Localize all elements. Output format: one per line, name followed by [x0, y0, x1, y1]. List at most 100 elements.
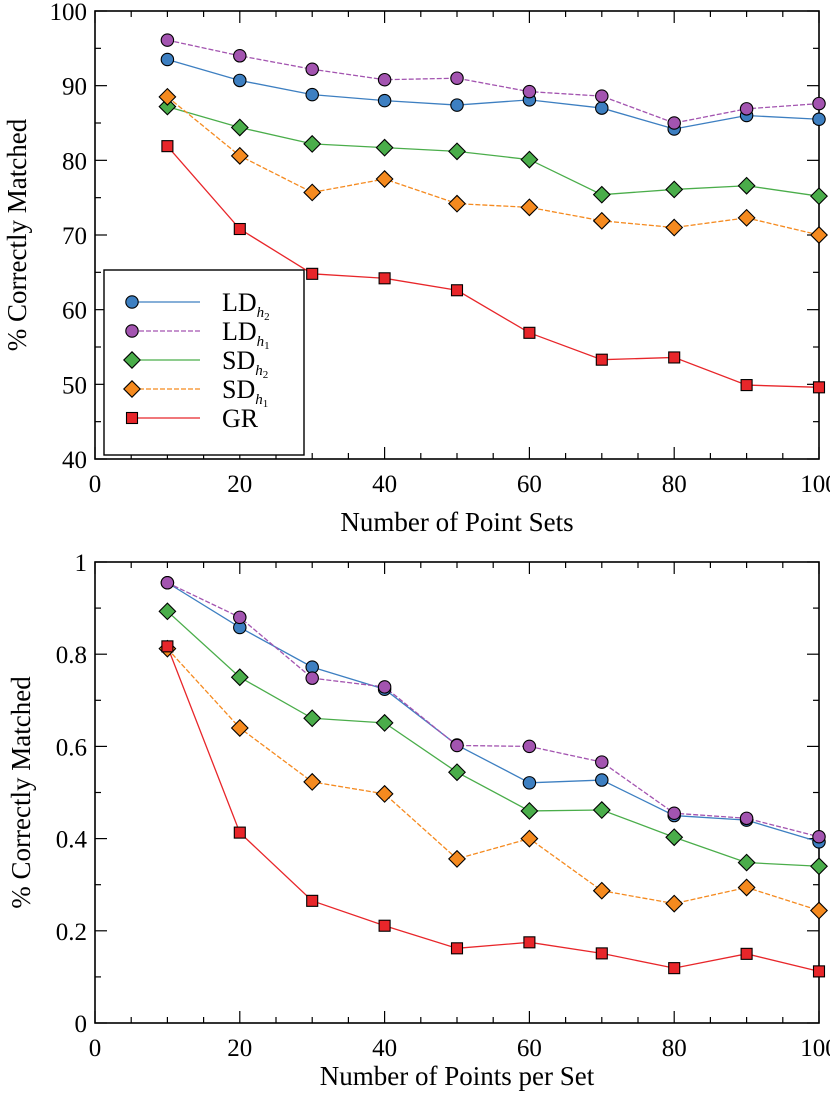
data-point-sd-h1: [230, 718, 249, 737]
y-tick-label: 0.8: [56, 642, 87, 669]
data-point-sd-h2: [737, 176, 756, 195]
data-point-ld-h1: [812, 96, 826, 111]
y-tick-label: 0.2: [56, 919, 87, 946]
data-point-sd-h1: [303, 772, 322, 791]
data-point-gr: [740, 379, 753, 392]
data-point-sd-h2: [158, 602, 177, 621]
data-point-ld-h2: [450, 98, 464, 112]
data-point-sd-h2: [737, 853, 756, 872]
data-point-sd-h1: [737, 208, 756, 227]
data-point-ld-h1: [450, 738, 464, 753]
x-tick-label: 80: [662, 471, 687, 498]
legend-marker-sd-h1: [123, 380, 141, 398]
data-point-ld-h1: [739, 811, 754, 826]
data-point-sd-h1: [375, 170, 394, 188]
x-tick-label: 0: [89, 471, 102, 498]
data-point-gr: [378, 919, 391, 932]
y-tick-label: 0: [75, 1011, 88, 1038]
x-tick-label: 100: [800, 1035, 830, 1062]
data-point-gr: [523, 326, 536, 339]
data-point-ld-h1: [377, 72, 392, 87]
data-point-ld-h1: [522, 739, 537, 754]
data-point-ld-h1: [233, 610, 247, 625]
data-point-ld-h1: [812, 830, 826, 844]
x-axis-title: Number of Point Sets: [340, 507, 573, 537]
data-point-ld-h1: [233, 49, 247, 63]
y-axis-title: % Correctly Matched: [6, 676, 36, 909]
data-point-gr: [306, 894, 319, 907]
y-tick-label: 0.4: [56, 827, 88, 854]
chart-percent-vs-point-sets: 0 20 40 60 80 100 40 50 60 70 80 90 100 Number of Poi…: [2, 0, 830, 537]
data-point-ld-h1: [160, 33, 175, 47]
legend-label-sd-h1: SDh1: [222, 375, 268, 410]
data-point-sd-h1: [448, 849, 466, 868]
y-tick-label: 0.6: [56, 734, 87, 761]
data-point-ld-h1: [450, 71, 464, 85]
data-point-sd-h1: [520, 198, 539, 217]
y-tick-label: 50: [62, 372, 87, 399]
data-point-gr: [812, 965, 826, 978]
x-tick-label: 40: [372, 471, 397, 498]
x-tick-label: 20: [227, 1035, 252, 1062]
data-point-sd-h2: [375, 138, 394, 157]
data-point-ld-h1: [522, 84, 537, 99]
data-point-ld-h2: [812, 112, 826, 127]
data-point-ld-h1: [160, 575, 175, 590]
data-point-sd-h2: [592, 185, 611, 204]
legend-marker-sd-h2: [123, 351, 141, 369]
data-point-sd-h2: [375, 713, 394, 732]
series-line-sd-h2: [166, 610, 820, 867]
data-point-gr: [668, 962, 681, 975]
data-point-sd-h2: [303, 134, 322, 153]
data-point-sd-h1: [158, 87, 177, 106]
data-point-sd-h1: [737, 878, 756, 897]
data-point-sd-h2: [448, 142, 466, 161]
data-point-ld-h2: [595, 773, 609, 787]
legend-marker-ld-h2: [125, 295, 139, 309]
legend-label-gr: GR: [222, 404, 259, 433]
data-point-sd-h1: [592, 881, 611, 900]
data-point-gr: [306, 267, 319, 280]
data-point-gr: [233, 222, 246, 236]
y-tick-label: 40: [62, 447, 87, 474]
series-line-sd-h2: [167, 105, 820, 197]
data-point-sd-h2: [665, 828, 684, 847]
data-point-ld-h1: [667, 806, 681, 820]
data-point-ld-h1: [739, 102, 754, 116]
x-tick-label: 80: [662, 1035, 687, 1062]
legend-marker-ld-h1: [125, 324, 139, 338]
legend-label-sd-h2: SDh2: [222, 346, 268, 381]
data-point-sd-h2: [230, 118, 249, 137]
series-markers: [158, 575, 828, 978]
data-point-sd-h2: [665, 180, 684, 199]
x-axis-title: Number of Points per Set: [320, 1061, 595, 1091]
x-tick-label: 40: [372, 1035, 397, 1062]
x-tick-label: 100: [800, 471, 830, 498]
y-axis-title: % Correctly Matched: [2, 118, 32, 351]
data-point-sd-h1: [448, 194, 466, 213]
series-lines: [166, 39, 820, 388]
x-tick-label: 60: [517, 1035, 542, 1062]
y-tick-label: 80: [62, 148, 87, 175]
series-line-ld-h1: [167, 39, 820, 124]
series-line-ld-h2: [167, 582, 820, 843]
data-point-sd-h2: [810, 187, 828, 206]
data-point-ld-h2: [522, 776, 537, 790]
data-point-sd-h1: [230, 146, 249, 165]
data-point-ld-h1: [377, 680, 392, 694]
data-point-sd-h1: [375, 784, 394, 803]
data-point-gr: [668, 351, 681, 364]
x-tick-label: 0: [89, 1035, 102, 1062]
data-point-ld-h2: [233, 73, 247, 88]
data-point-sd-h1: [810, 226, 828, 244]
data-point-sd-h1: [592, 211, 611, 230]
data-point-ld-h1: [667, 116, 681, 130]
data-point-ld-h1: [305, 62, 319, 76]
data-point-ld-h1: [305, 671, 319, 685]
data-point-ld-h2: [305, 87, 319, 102]
x-tick-label: 20: [227, 471, 252, 498]
data-point-gr: [233, 826, 246, 839]
data-point-sd-h2: [520, 801, 539, 820]
